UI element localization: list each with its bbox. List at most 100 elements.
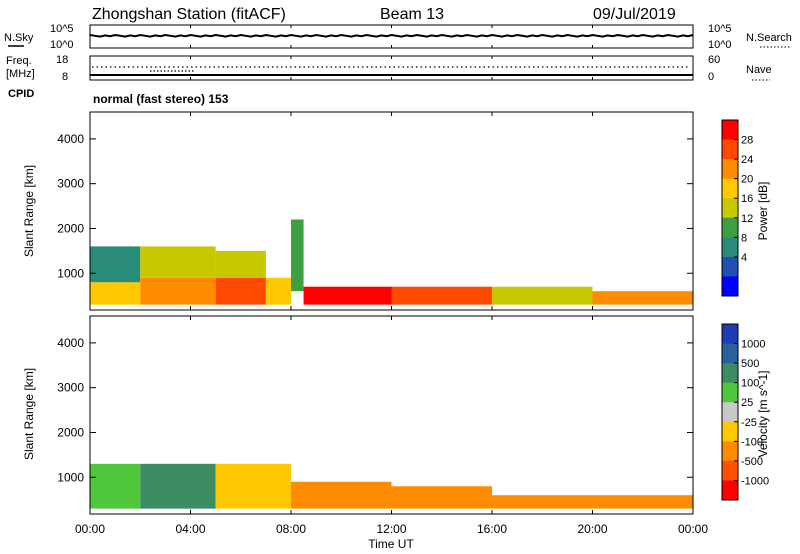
noise-sky-line <box>89 33 694 38</box>
colorbar-swatch <box>722 402 738 423</box>
time-x-ticks: 00:00 04:00 08:00 12:00 16:00 20:00 00:00 <box>75 25 708 536</box>
heatmap-cell <box>265 277 291 305</box>
x-tick-label: 04:00 <box>175 522 205 536</box>
freq-tick-top: 18 <box>56 54 68 66</box>
colorbar-swatch <box>722 217 738 238</box>
y-tick-label: 2000 <box>57 425 84 439</box>
heatmap-cell <box>291 481 392 509</box>
colorbar-tick-label: 100 <box>741 378 759 390</box>
power-heatmap <box>90 219 693 305</box>
date-label: 09/Jul/2019 <box>593 6 676 23</box>
colorbar-frame <box>721 323 739 501</box>
heatmap-cell <box>291 219 304 292</box>
heatmap-cell <box>140 463 216 509</box>
x-tick-label: 00:00 <box>678 522 708 536</box>
velocity-ylabel: Slant Range [km] <box>22 368 36 460</box>
colorbar-tick-label: -1000 <box>741 475 769 487</box>
colorbar-tick-label: 4 <box>741 252 747 264</box>
heatmap-cell <box>592 291 693 305</box>
velocity-heatmap <box>90 463 693 509</box>
heatmap-cell <box>90 246 141 283</box>
colorbar-swatch <box>722 256 738 277</box>
colorbar-swatch <box>722 178 738 199</box>
colorbar-swatch <box>722 460 738 481</box>
power-y-ticks: 4000 3000 2000 1000 <box>57 132 693 280</box>
y-tick-label: 4000 <box>57 336 84 350</box>
colorbar-tick-label: -25 <box>741 417 757 429</box>
colorbar-swatch <box>722 276 738 297</box>
colorbar-swatch <box>722 324 738 345</box>
colorbar-swatch <box>722 198 738 219</box>
freq-unit: [MHz] <box>6 68 35 80</box>
heatmap-cell <box>492 286 593 305</box>
colorbar-swatch <box>722 159 738 180</box>
power-colorbar-label: Power [dB] <box>756 182 770 241</box>
y-tick-label: 1000 <box>57 470 84 484</box>
colorbar-tick-label: -100 <box>741 436 763 448</box>
colorbar-tick-label: 8 <box>741 232 747 244</box>
colorbar-tick-label: 25 <box>741 397 753 409</box>
heatmap-cell <box>391 286 492 305</box>
xaxis-label: Time UT <box>368 537 414 551</box>
heatmap-cell <box>391 486 492 509</box>
velocity-y-ticks: 4000 3000 2000 1000 <box>57 336 693 484</box>
power-colorbar: 28 24 20 16 12 8 4 <box>721 119 753 297</box>
y-tick-label: 1000 <box>57 266 84 280</box>
colorbar-swatch <box>722 139 738 160</box>
colorbar-tick-label: 20 <box>741 174 753 186</box>
noise-tick-left-bottom: 10^0 <box>50 39 74 51</box>
power-ylabel: Slant Range [km] <box>22 165 36 257</box>
x-tick-label: 08:00 <box>276 522 306 536</box>
heatmap-cell <box>492 495 593 509</box>
heatmap-cell <box>140 277 216 305</box>
cpid-text: normal (fast stereo) 153 <box>93 92 229 106</box>
colorbar-swatch <box>722 421 738 442</box>
nave-tick-top: 60 <box>708 54 720 66</box>
heatmap-cell <box>140 246 216 278</box>
y-tick-label: 3000 <box>57 381 84 395</box>
heatmap-cell <box>215 277 266 305</box>
colorbar-swatch <box>722 363 738 384</box>
heatmap-cell <box>215 250 266 278</box>
heatmap-cell <box>90 463 141 509</box>
colorbar-swatch <box>722 343 738 364</box>
y-tick-label: 2000 <box>57 221 84 235</box>
y-tick-label: 3000 <box>57 177 84 191</box>
heatmap-cell <box>215 463 291 509</box>
heatmap-cell <box>303 286 392 305</box>
colorbar-tick-label: 500 <box>741 358 759 370</box>
cpid-label: CPID <box>8 88 34 100</box>
freq-panel <box>89 55 694 81</box>
nave-label: Nave <box>746 64 772 76</box>
freq-tick-bottom: 8 <box>62 71 68 83</box>
colorbar-tick-label: 1000 <box>741 339 765 351</box>
x-tick-label: 00:00 <box>75 522 105 536</box>
colorbar-swatch <box>722 480 738 501</box>
station-title: Zhongshan Station (fitACF) <box>92 6 286 23</box>
colorbar-tick-label: -500 <box>741 456 763 468</box>
nsky-label: N.Sky <box>4 32 34 44</box>
colorbar-swatch <box>722 382 738 403</box>
colorbar-swatch <box>722 237 738 258</box>
colorbar-swatch <box>722 120 738 141</box>
noise-tick-left-top: 10^5 <box>50 23 74 35</box>
noise-tick-right-top: 10^5 <box>708 23 732 35</box>
x-tick-label: 20:00 <box>577 522 607 536</box>
velocity-colorbar: 1000 500 100 25 -25 -100 -500 -1000 <box>721 323 769 501</box>
colorbar-tick-label: 24 <box>741 154 753 166</box>
freq-label: Freq. <box>6 55 32 67</box>
x-tick-label: 12:00 <box>376 522 406 536</box>
colorbar-tick-label: 28 <box>741 135 753 147</box>
colorbar-tick-label: 12 <box>741 213 753 225</box>
beam-label: Beam 13 <box>380 6 444 23</box>
colorbar-frame <box>721 119 739 297</box>
colorbar-tick-label: 16 <box>741 193 753 205</box>
y-tick-label: 4000 <box>57 132 84 146</box>
nsearch-label: N.Search <box>746 32 792 44</box>
heatmap-cell <box>592 495 693 509</box>
nave-tick-bottom: 0 <box>708 71 714 83</box>
x-tick-label: 16:00 <box>477 522 507 536</box>
noise-tick-right-bottom: 10^0 <box>708 39 732 51</box>
velocity-colorbar-label: Velocity [m s^-1] <box>756 371 770 458</box>
